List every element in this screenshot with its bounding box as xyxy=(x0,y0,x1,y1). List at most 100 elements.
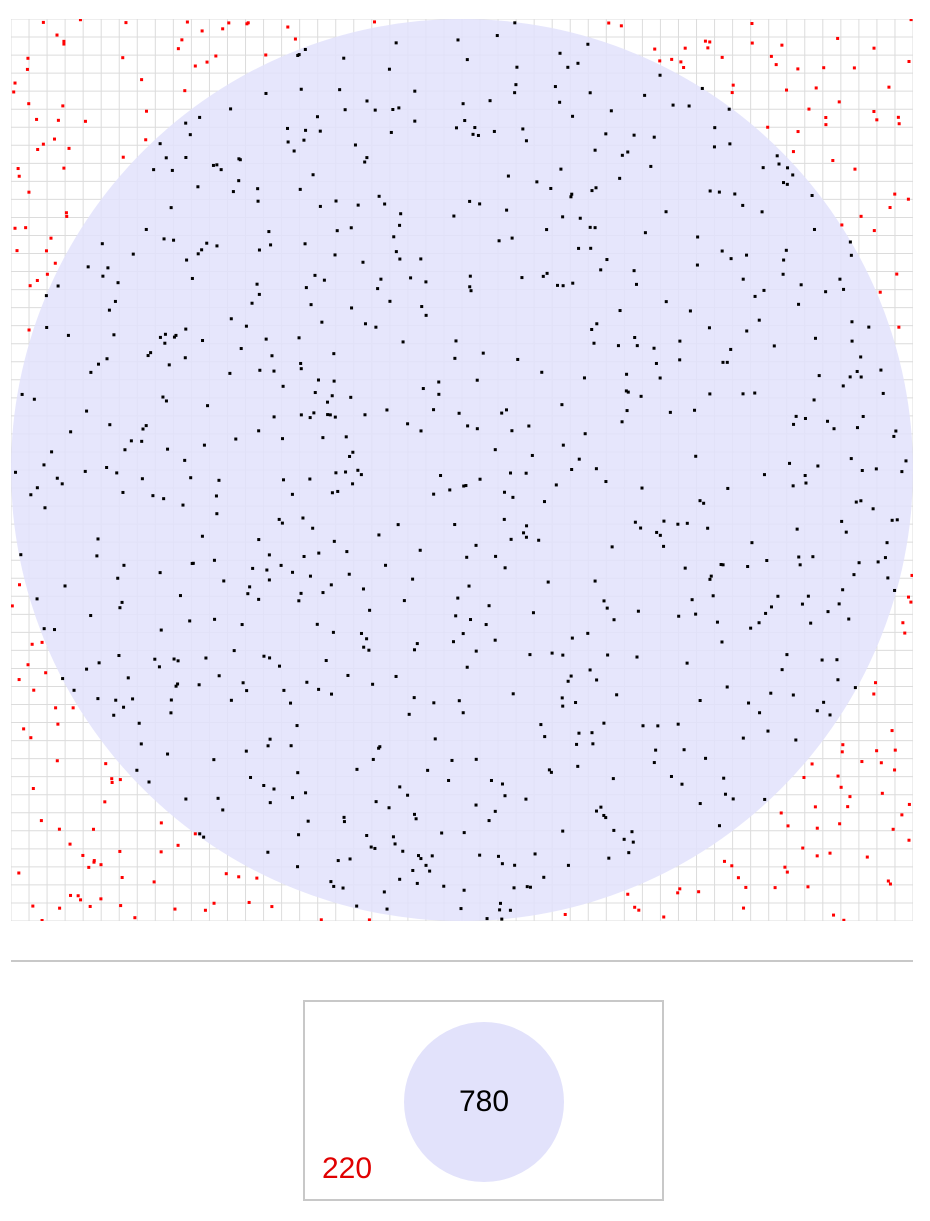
point-inside xyxy=(561,284,565,288)
point-outside xyxy=(872,110,876,114)
point-outside xyxy=(887,85,891,89)
point-inside xyxy=(101,274,105,278)
point-inside xyxy=(840,519,844,523)
point-inside xyxy=(459,907,463,911)
point-inside xyxy=(731,797,735,801)
point-inside xyxy=(656,724,660,728)
point-inside xyxy=(612,828,616,832)
point-inside xyxy=(324,659,328,663)
point-inside xyxy=(255,282,259,286)
point-inside xyxy=(605,258,609,262)
point-inside xyxy=(639,526,643,530)
point-inside xyxy=(720,249,724,253)
point-inside xyxy=(682,748,686,752)
point-inside xyxy=(398,257,402,261)
point-inside xyxy=(198,832,202,836)
point-outside xyxy=(878,290,882,294)
point-inside xyxy=(89,614,93,618)
point-inside xyxy=(729,347,733,351)
point-outside xyxy=(900,813,904,817)
point-outside xyxy=(56,118,60,122)
point-inside xyxy=(257,429,261,433)
point-inside xyxy=(299,413,303,417)
point-inside xyxy=(461,632,465,636)
point-outside xyxy=(796,67,800,71)
point-inside xyxy=(363,413,367,417)
point-inside xyxy=(113,299,117,303)
point-inside xyxy=(456,596,460,600)
point-outside xyxy=(824,123,828,127)
point-inside xyxy=(350,306,354,310)
point-inside xyxy=(871,507,875,511)
point-inside xyxy=(781,272,785,276)
point-inside xyxy=(476,133,480,137)
point-inside xyxy=(266,744,270,748)
point-inside xyxy=(452,214,456,218)
point-inside xyxy=(784,248,788,252)
point-inside xyxy=(396,523,400,527)
point-outside xyxy=(159,821,163,825)
point-inside xyxy=(794,414,798,418)
point-inside xyxy=(561,215,565,219)
point-outside xyxy=(44,671,48,675)
point-inside xyxy=(474,543,478,547)
point-inside xyxy=(462,888,466,892)
point-inside xyxy=(184,797,188,801)
point-inside xyxy=(577,246,581,250)
point-inside xyxy=(590,327,594,331)
point-inside xyxy=(265,568,269,572)
point-inside xyxy=(298,187,302,191)
point-inside xyxy=(554,483,558,487)
point-outside xyxy=(118,849,122,853)
point-outside xyxy=(367,918,371,921)
point-outside xyxy=(832,913,836,917)
point-inside xyxy=(126,676,130,680)
point-inside xyxy=(658,533,662,537)
point-outside xyxy=(27,328,31,332)
point-inside xyxy=(42,627,46,631)
point-inside xyxy=(374,800,378,804)
point-inside xyxy=(599,268,603,272)
point-inside xyxy=(157,665,161,669)
point-inside xyxy=(123,448,127,452)
point-outside xyxy=(842,918,846,921)
point-outside xyxy=(40,918,44,921)
point-inside xyxy=(566,863,570,867)
point-inside xyxy=(809,621,813,625)
point-inside xyxy=(604,480,608,484)
point-inside xyxy=(42,463,46,467)
point-inside xyxy=(432,701,436,705)
point-outside xyxy=(807,107,811,111)
point-inside xyxy=(760,210,764,214)
point-inside xyxy=(228,371,232,375)
point-inside xyxy=(320,320,324,324)
point-inside xyxy=(725,360,729,364)
point-inside xyxy=(488,99,492,103)
point-outside xyxy=(865,855,869,859)
point-inside xyxy=(440,831,444,835)
point-outside xyxy=(722,859,726,863)
point-inside xyxy=(217,478,221,482)
point-inside xyxy=(604,132,608,136)
point-inside xyxy=(471,132,475,136)
point-inside xyxy=(332,884,336,888)
point-outside xyxy=(901,621,905,625)
point-inside xyxy=(105,465,109,469)
point-inside xyxy=(849,253,853,257)
point-outside xyxy=(27,102,31,106)
point-inside xyxy=(506,174,510,178)
point-inside xyxy=(615,693,619,697)
point-inside xyxy=(671,103,675,107)
point-inside xyxy=(397,106,401,110)
point-inside xyxy=(592,341,596,345)
point-inside xyxy=(797,555,801,559)
point-inside xyxy=(632,269,636,273)
point-outside xyxy=(13,226,17,230)
point-outside xyxy=(36,147,40,151)
point-inside xyxy=(122,705,126,709)
point-inside xyxy=(546,580,550,584)
point-inside xyxy=(524,139,528,143)
point-inside xyxy=(509,537,513,541)
point-inside xyxy=(116,576,120,580)
point-inside xyxy=(824,290,828,294)
